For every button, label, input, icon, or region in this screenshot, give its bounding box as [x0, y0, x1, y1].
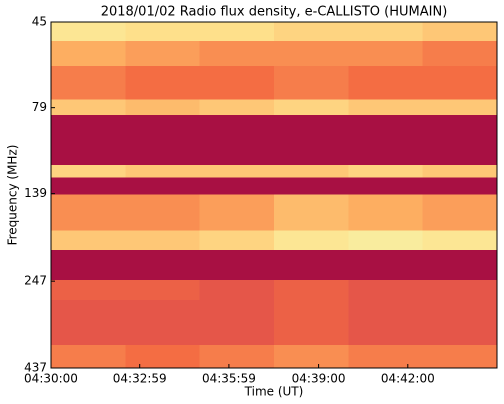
x-axis-label: Time (UT)	[244, 385, 304, 399]
y-tick-label: 437	[24, 361, 47, 375]
heatmap-cell	[348, 41, 424, 67]
heatmap-cell	[274, 115, 349, 166]
heatmap-cell	[125, 164, 201, 178]
heatmap-cell	[125, 41, 201, 67]
heatmap-cell	[199, 194, 275, 231]
heatmap-cell	[422, 249, 498, 281]
heatmap-cell	[125, 115, 201, 166]
heatmap-cell	[348, 249, 424, 281]
x-tick-label: 04:30:00	[24, 372, 78, 386]
heatmap-cell	[348, 300, 424, 346]
y-tick-label: 247	[24, 274, 47, 288]
heatmap-cell	[422, 22, 498, 42]
x-tick-label: 04:39:00	[292, 372, 346, 386]
heatmap-cell	[348, 115, 424, 166]
heatmap-cell	[125, 279, 201, 301]
heatmap-cell	[51, 345, 126, 369]
heatmap-cell	[348, 345, 424, 369]
heatmap-cell	[422, 99, 498, 116]
heatmap-cell	[422, 115, 498, 166]
heatmap-cell	[274, 99, 349, 116]
heatmap-cell	[125, 300, 201, 346]
heatmap-cell	[199, 99, 275, 116]
heatmap-cell	[51, 194, 126, 231]
heatmap-cell	[125, 177, 201, 196]
y-tick-label: 139	[24, 186, 47, 200]
x-tick-label: 04:42:00	[381, 372, 435, 386]
heatmap-cell	[274, 230, 349, 251]
heatmap-cell	[199, 164, 275, 178]
heatmap-cell	[422, 300, 498, 346]
heatmap-cell	[199, 177, 275, 196]
heatmap-cell	[199, 115, 275, 166]
heatmap-cell	[348, 279, 424, 301]
heatmap-cell	[422, 345, 498, 369]
heatmap-cell	[274, 194, 349, 231]
heatmap-cell	[422, 65, 498, 101]
heatmap-cell	[274, 177, 349, 196]
heatmap-cell	[422, 164, 498, 178]
heatmap-cell	[51, 300, 126, 346]
heatmap-cell	[51, 22, 126, 42]
heatmap-cell	[348, 230, 424, 251]
heatmap-cell	[199, 65, 275, 101]
heatmap-cell	[51, 230, 126, 251]
heatmap-cell	[51, 164, 126, 178]
heatmap-cell	[274, 345, 349, 369]
heatmap-cell	[51, 249, 126, 281]
heatmap-cell	[199, 41, 275, 67]
heatmap-cell	[125, 22, 201, 42]
heatmap-cell	[199, 279, 275, 301]
heatmap-cell	[199, 345, 275, 369]
heatmap-cell	[125, 249, 201, 281]
y-tick-label: 45	[32, 15, 47, 29]
heatmap-cell	[348, 164, 424, 178]
heatmap-cell	[274, 65, 349, 101]
x-tick-label: 04:35:59	[202, 372, 256, 386]
heatmap-cell	[125, 99, 201, 116]
heatmap-cell	[274, 300, 349, 346]
heatmap-cell	[348, 22, 424, 42]
heatmap-cell	[274, 22, 349, 42]
plot-frame	[50, 21, 498, 369]
heatmap-cell	[51, 279, 126, 301]
heatmap-cell	[199, 249, 275, 281]
y-axis-label: Frequency (MHz)	[6, 145, 20, 246]
heatmap-cell	[199, 300, 275, 346]
heatmap-cell	[125, 194, 201, 231]
heatmap-cell	[274, 249, 349, 281]
heatmap-cell	[125, 230, 201, 251]
heatmap-cell	[422, 177, 498, 196]
heatmap-cell	[199, 22, 275, 42]
y-tick-label: 79	[32, 100, 47, 114]
heatmap-cell	[125, 65, 201, 101]
x-tick-label: 04:32:59	[113, 372, 167, 386]
heatmap-cell	[51, 41, 126, 67]
heatmap-cell	[274, 41, 349, 67]
heatmap-cell	[348, 177, 424, 196]
heatmap-cell	[51, 65, 126, 101]
heatmap-cell	[125, 345, 201, 369]
heatmap-cell	[348, 194, 424, 231]
heatmap-cell	[348, 99, 424, 116]
heatmap-cell	[51, 177, 126, 196]
heatmap-cell	[274, 279, 349, 301]
heatmap-cell	[422, 41, 498, 67]
heatmap-cell	[422, 279, 498, 301]
heatmap-cell	[422, 194, 498, 231]
heatmap-cell	[199, 230, 275, 251]
heatmap-cell	[274, 164, 349, 178]
heatmap-cell	[51, 99, 126, 116]
heatmap-cell	[348, 65, 424, 101]
chart-title: 2018/01/02 Radio flux density, e-CALLIST…	[101, 5, 448, 20]
heatmap-cell	[422, 230, 498, 251]
heatmap-cell	[51, 115, 126, 166]
